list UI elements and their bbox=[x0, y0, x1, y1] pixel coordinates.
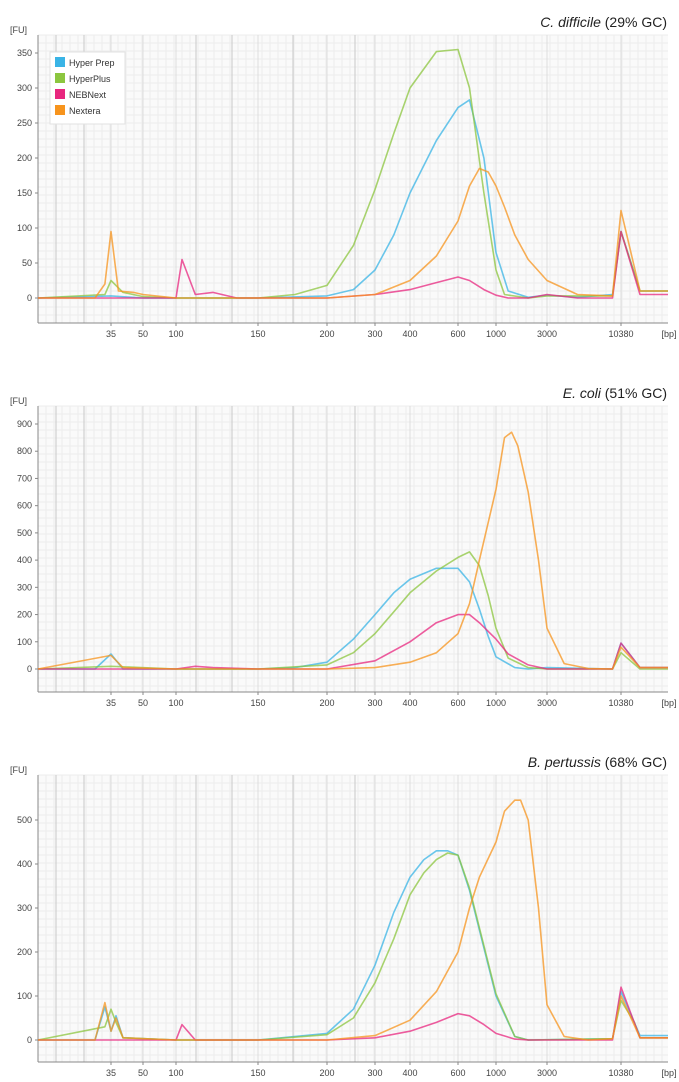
x-tick-label: 50 bbox=[138, 1068, 148, 1078]
y-tick-label: 100 bbox=[17, 223, 32, 233]
legend-label: HyperPlus bbox=[69, 74, 111, 84]
y-tick-label: 400 bbox=[17, 859, 32, 869]
y-unit-label: [FU] bbox=[10, 25, 27, 35]
x-tick-label: 400 bbox=[402, 698, 417, 708]
series-line-nextera bbox=[37, 431, 668, 670]
x-tick-label: 3000 bbox=[537, 329, 557, 339]
x-tick-label: 150 bbox=[250, 698, 265, 708]
y-tick-label: 200 bbox=[17, 610, 32, 620]
x-tick-label: 600 bbox=[450, 1068, 465, 1078]
legend-swatch bbox=[55, 57, 65, 67]
x-tick-label: 600 bbox=[450, 698, 465, 708]
chart-title-gc: (68% GC) bbox=[601, 754, 667, 770]
series-line-nextera bbox=[38, 799, 668, 1041]
x-tick-label: 50 bbox=[138, 329, 148, 339]
x-tick-label: 35 bbox=[106, 1068, 116, 1078]
legend-swatch bbox=[55, 89, 65, 99]
x-tick-label: 400 bbox=[402, 1068, 417, 1078]
chart-title-gc: (51% GC) bbox=[601, 385, 667, 401]
chart-title-species: E. coli bbox=[563, 385, 602, 401]
x-tick-label: 100 bbox=[168, 1068, 183, 1078]
x-tick-label: 200 bbox=[319, 329, 334, 339]
x-tick-label: 50 bbox=[138, 698, 148, 708]
legend-label: NEBNext bbox=[69, 90, 107, 100]
x-unit-label: [bp] bbox=[661, 698, 676, 708]
x-unit-label: [bp] bbox=[661, 1068, 676, 1078]
x-tick-label: 300 bbox=[367, 698, 382, 708]
y-tick-label: 300 bbox=[17, 903, 32, 913]
y-unit-label: [FU] bbox=[10, 765, 27, 775]
y-tick-label: 500 bbox=[17, 815, 32, 825]
y-tick-label: 200 bbox=[17, 947, 32, 957]
chart-title-species: C. difficile bbox=[540, 14, 601, 30]
y-tick-label: 800 bbox=[17, 446, 32, 456]
y-tick-label: 150 bbox=[17, 188, 32, 198]
chart-panel-2: 0 100 200 300 400 500 600 700 800 900 [FU] 35 50 100 1… bbox=[10, 385, 677, 708]
x-tick-label: 100 bbox=[168, 698, 183, 708]
series-line-nebnext bbox=[38, 986, 668, 1041]
x-tick-label: 10380 bbox=[608, 329, 633, 339]
y-unit-label: [FU] bbox=[10, 396, 27, 406]
y-tick-label: 100 bbox=[17, 991, 32, 1001]
y-tick-label: 0 bbox=[27, 293, 32, 303]
y-tick-label: 100 bbox=[17, 637, 32, 647]
x-tick-label: 200 bbox=[319, 1068, 334, 1078]
legend-label: Nextera bbox=[69, 106, 101, 116]
x-tick-label: 10380 bbox=[608, 1068, 633, 1078]
chart-panel-3: 0 100 200 300 400 500 [FU] 35 50 100 150 200 300 400 6… bbox=[10, 754, 677, 1078]
chart-title: B. pertussis (68% GC) bbox=[528, 754, 667, 770]
y-tick-label: 900 bbox=[17, 419, 32, 429]
y-tick-label: 300 bbox=[17, 582, 32, 592]
x-tick-label: 3000 bbox=[537, 698, 557, 708]
legend: Hyper Prep HyperPlus NEBNext Nextera bbox=[49, 51, 126, 125]
x-tick-label: 150 bbox=[250, 329, 265, 339]
y-tick-label: 0 bbox=[27, 1035, 32, 1045]
legend-label: Hyper Prep bbox=[69, 58, 115, 68]
y-tick-label: 0 bbox=[27, 664, 32, 674]
series-line-nextera bbox=[38, 167, 668, 299]
y-tick-label: 350 bbox=[17, 48, 32, 58]
x-tick-label: 1000 bbox=[486, 329, 506, 339]
y-tick-label: 50 bbox=[22, 258, 32, 268]
x-tick-label: 300 bbox=[367, 329, 382, 339]
x-unit-label: [bp] bbox=[661, 329, 676, 339]
x-tick-label: 600 bbox=[450, 329, 465, 339]
chart-title: C. difficile (29% GC) bbox=[540, 14, 667, 30]
chart-title: E. coli (51% GC) bbox=[563, 385, 667, 401]
x-tick-label: 150 bbox=[250, 1068, 265, 1078]
y-tick-label: 300 bbox=[17, 83, 32, 93]
y-tick-label: 250 bbox=[17, 118, 32, 128]
chart-panel-1: 0 50 100 150 200 250 300 350 [FU] 35 50 100 150 200 30… bbox=[10, 14, 677, 339]
series-line-hyperplus bbox=[37, 48, 668, 299]
x-tick-label: 200 bbox=[319, 698, 334, 708]
x-tick-label: 1000 bbox=[486, 698, 506, 708]
x-tick-label: 300 bbox=[367, 1068, 382, 1078]
chart-title-species: B. pertussis bbox=[528, 754, 601, 770]
y-tick-label: 700 bbox=[17, 473, 32, 483]
x-tick-label: 400 bbox=[402, 329, 417, 339]
y-tick-label: 600 bbox=[17, 501, 32, 511]
x-tick-label: 35 bbox=[106, 698, 116, 708]
x-tick-label: 100 bbox=[168, 329, 183, 339]
y-tick-label: 200 bbox=[17, 153, 32, 163]
chart-title-gc: (29% GC) bbox=[601, 14, 667, 30]
y-tick-label: 400 bbox=[17, 555, 32, 565]
series-line-nebnext bbox=[38, 230, 668, 299]
x-tick-label: 3000 bbox=[537, 1068, 557, 1078]
y-tick-label: 500 bbox=[17, 528, 32, 538]
legend-swatch bbox=[55, 105, 65, 115]
x-tick-label: 1000 bbox=[486, 1068, 506, 1078]
x-tick-label: 35 bbox=[106, 329, 116, 339]
legend-swatch bbox=[55, 73, 65, 83]
x-tick-label: 10380 bbox=[608, 698, 633, 708]
